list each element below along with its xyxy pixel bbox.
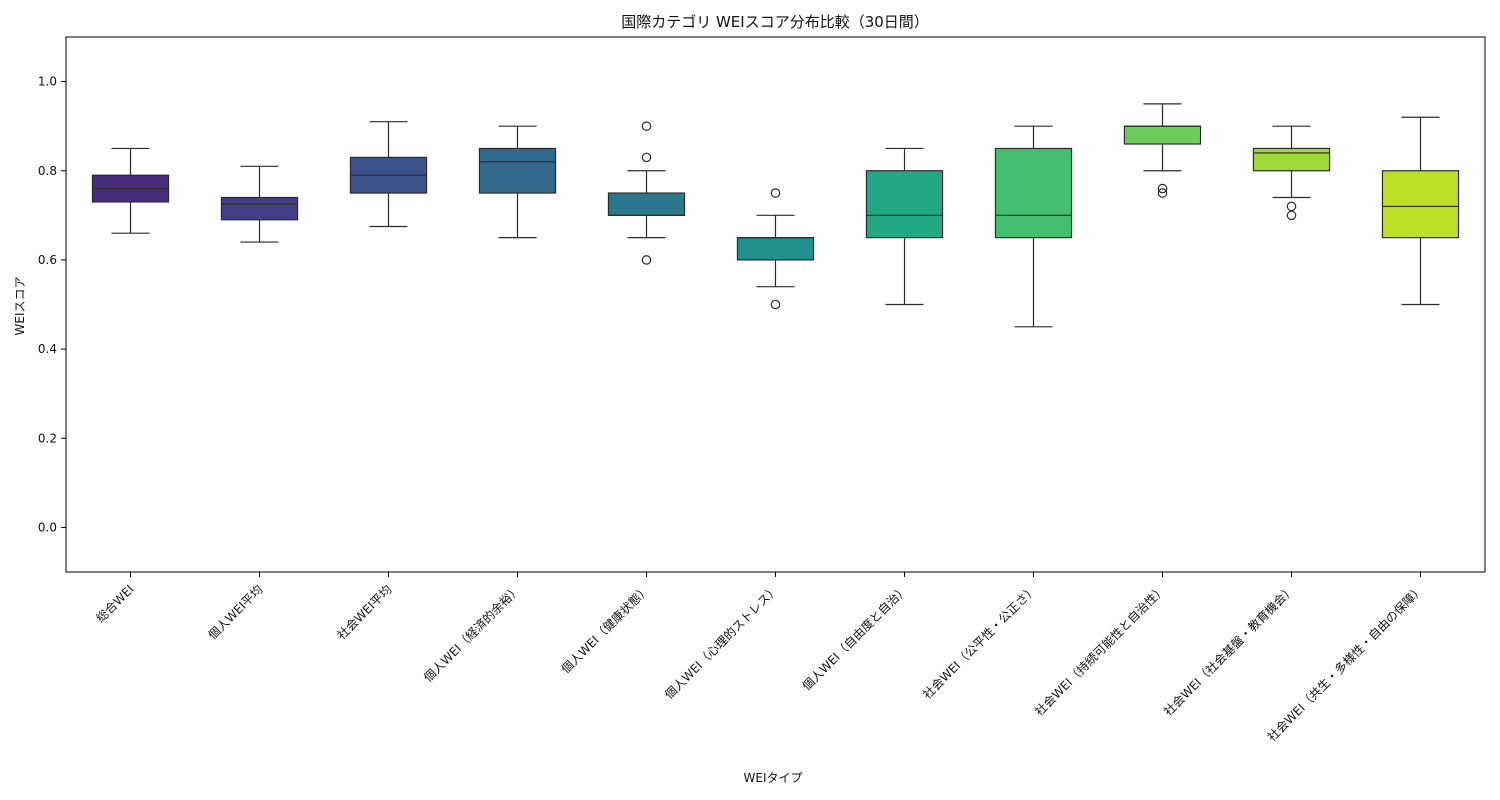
box-iqr bbox=[736, 237, 815, 261]
box-group bbox=[1123, 103, 1202, 198]
plot-frame bbox=[65, 36, 1486, 573]
x-tick-label: 個人WEI平均 bbox=[206, 582, 266, 642]
x-tick-label: 個人WEI（健康状態） bbox=[558, 582, 653, 677]
box-iqr bbox=[865, 170, 944, 239]
y-tick-label: 1.0 bbox=[38, 75, 57, 89]
outlier-point bbox=[641, 255, 652, 265]
x-tick-label: 総合WEI bbox=[93, 582, 137, 626]
box-group bbox=[736, 188, 815, 310]
x-tick-label: 社会WEI（公平性・公正さ） bbox=[919, 582, 1039, 702]
box-group bbox=[478, 125, 557, 239]
y-tick-label: 0.6 bbox=[38, 253, 57, 267]
y-tick-label: 0.8 bbox=[38, 164, 57, 178]
x-tick-label: 社会WEI（持続可能性と自治性） bbox=[1031, 582, 1168, 719]
box-group bbox=[349, 121, 428, 228]
y-axis-label: WEIスコア bbox=[13, 277, 27, 336]
outlier-point bbox=[770, 188, 781, 198]
box-iqr bbox=[1252, 147, 1331, 172]
x-tick-label: 個人WEI（自由度と自治） bbox=[799, 582, 911, 694]
box-group bbox=[607, 121, 686, 265]
outlier-point bbox=[641, 152, 652, 163]
y-tick-label: 0.0 bbox=[38, 520, 57, 534]
y-axis: 0.0 0.2 0.4 0.6 0.8 1.0 bbox=[38, 75, 66, 534]
y-tick-label: 0.2 bbox=[38, 431, 57, 445]
box-iqr bbox=[220, 196, 299, 221]
outlier-point bbox=[1286, 201, 1297, 212]
box-iqr bbox=[1381, 170, 1460, 239]
outlier-point bbox=[770, 299, 781, 310]
box-group bbox=[865, 147, 944, 306]
box-group bbox=[1252, 125, 1331, 221]
box-group bbox=[91, 147, 170, 234]
boxes-layer bbox=[91, 103, 1460, 328]
x-tick-label: 個人WEI（心理的ストレス） bbox=[661, 582, 781, 702]
box-iqr bbox=[994, 147, 1073, 239]
y-tick-label: 0.4 bbox=[38, 342, 57, 356]
outlier-point bbox=[1286, 210, 1297, 221]
x-axis-label: WEIタイプ bbox=[744, 771, 803, 785]
x-tick-label: 社会WEI（社会基盤・教育機会） bbox=[1160, 582, 1297, 719]
box-group bbox=[220, 165, 299, 243]
box-group bbox=[1381, 116, 1460, 306]
chart-title: 国際カテゴリ WEIスコア分布比較（30日間） bbox=[621, 13, 929, 31]
box-iqr bbox=[607, 192, 686, 216]
x-axis: 総合WEI 個人WEI平均 社会WEI平均 個人WEI（経済的余裕） 個人WEI（健康状… bbox=[93, 572, 1427, 744]
outlier-point bbox=[641, 121, 652, 131]
outlier-point bbox=[1157, 183, 1168, 194]
box-iqr bbox=[1123, 125, 1202, 145]
x-tick-label: 社会WEI平均 bbox=[334, 582, 395, 643]
box-iqr bbox=[478, 147, 557, 194]
x-tick-label: 社会WEI（共生・多様性・自由の保障） bbox=[1264, 582, 1427, 745]
box-group bbox=[994, 125, 1073, 328]
x-tick-label: 個人WEI（経済的余裕） bbox=[420, 582, 523, 685]
outlier-point bbox=[1157, 188, 1168, 198]
